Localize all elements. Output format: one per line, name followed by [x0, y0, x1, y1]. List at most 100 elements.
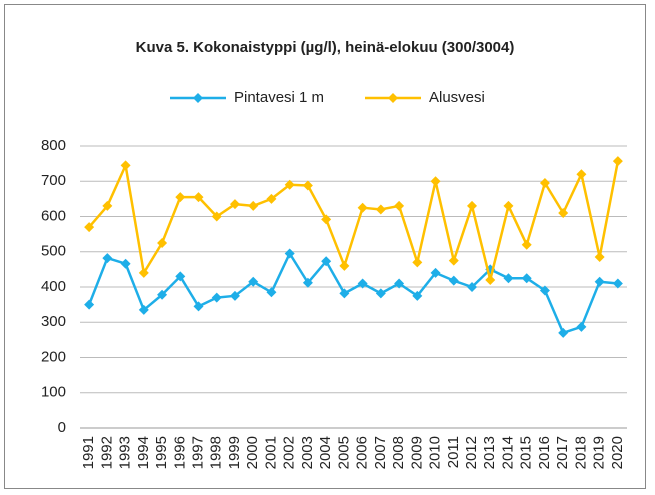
y-tick-label: 0: [58, 419, 66, 436]
point-marker: [448, 275, 459, 286]
point-marker: [430, 267, 441, 278]
point-marker: [485, 274, 496, 285]
point-marker: [157, 237, 168, 248]
legend-label: Alusvesi: [429, 89, 485, 106]
point-marker: [284, 248, 295, 259]
y-tick-label: 400: [41, 278, 66, 295]
point-marker: [521, 239, 532, 250]
x-tick-label: 2020: [609, 436, 626, 469]
point-marker: [539, 178, 550, 189]
x-tick-label: 2010: [427, 436, 444, 469]
point-marker: [84, 222, 95, 233]
y-tick-label: 200: [41, 348, 66, 365]
point-marker: [394, 278, 405, 289]
x-tick-label: 2000: [244, 436, 261, 469]
point-marker: [266, 193, 277, 204]
legend-marker: [388, 93, 398, 103]
point-marker: [503, 200, 514, 211]
x-tick-label: 2003: [299, 436, 316, 469]
point-marker: [448, 255, 459, 266]
point-marker: [120, 160, 131, 171]
x-tick-label: 2018: [572, 436, 589, 469]
x-tick-label: 1998: [208, 436, 225, 469]
point-marker: [339, 260, 350, 271]
point-marker: [175, 271, 186, 282]
x-tick-label: 1997: [189, 436, 206, 469]
x-tick-label: 2015: [518, 436, 535, 469]
chart-title: Kuva 5. Kokonaistyppi (µg/l), heinä-elok…: [136, 39, 515, 56]
point-marker: [84, 299, 95, 310]
x-tick-label: 1996: [171, 436, 188, 469]
y-tick-label: 600: [41, 207, 66, 224]
point-marker: [138, 267, 149, 278]
point-marker: [321, 214, 332, 225]
point-marker: [248, 200, 259, 211]
x-tick-label: 2007: [372, 436, 389, 469]
point-marker: [248, 276, 259, 287]
point-marker: [594, 252, 605, 263]
x-tick-label: 1995: [153, 436, 170, 469]
point-marker: [229, 290, 240, 301]
x-tick-label: 2011: [445, 436, 462, 468]
chart-border: [4, 4, 646, 489]
x-tick-label: 1999: [226, 436, 243, 469]
point-marker: [229, 199, 240, 210]
x-tick-label: 1994: [135, 436, 152, 469]
point-marker: [375, 204, 386, 215]
series-line: [88, 160, 620, 282]
legend-marker: [193, 93, 203, 103]
point-marker: [357, 202, 368, 213]
point-marker: [321, 256, 332, 267]
point-marker: [211, 211, 222, 222]
point-marker: [157, 289, 168, 300]
point-marker: [467, 200, 478, 211]
x-tick-label: 2013: [481, 436, 498, 469]
series-line: [87, 252, 619, 335]
point-marker: [412, 257, 423, 268]
y-tick-label: 100: [41, 384, 66, 401]
x-tick-label: 2012: [463, 436, 480, 469]
point-marker: [467, 282, 478, 292]
y-tick-label: 300: [41, 313, 66, 330]
point-marker: [357, 278, 368, 289]
x-tick-label: 2006: [354, 436, 371, 469]
point-marker: [430, 176, 441, 187]
x-tick-label: 2014: [499, 436, 516, 469]
point-marker: [576, 169, 587, 180]
point-marker: [558, 327, 569, 338]
point-marker: [539, 285, 550, 296]
point-marker: [521, 273, 532, 284]
y-tick-label: 700: [41, 172, 66, 189]
point-marker: [193, 301, 204, 312]
point-marker: [612, 278, 623, 289]
y-tick-label: 800: [41, 137, 66, 154]
point-marker: [576, 321, 587, 332]
x-tick-label: 2005: [335, 436, 352, 469]
point-marker: [284, 179, 295, 190]
x-tick-label: 2001: [262, 436, 279, 469]
x-tick-label: 2002: [281, 436, 298, 469]
legend-label: Pintavesi 1 m: [234, 89, 324, 106]
x-tick-label: 2004: [317, 436, 334, 469]
x-tick-label: 2008: [390, 436, 407, 469]
point-marker: [503, 273, 514, 284]
point-marker: [375, 288, 386, 299]
point-marker: [175, 192, 186, 203]
x-tick-label: 2016: [536, 436, 553, 469]
x-tick-label: 2019: [591, 436, 608, 469]
point-marker: [412, 290, 423, 301]
x-tick-label: 1993: [117, 436, 134, 469]
x-tick-label: 2009: [408, 436, 425, 469]
point-marker: [302, 180, 313, 191]
x-tick-label: 1991: [80, 436, 97, 469]
point-marker: [339, 288, 350, 299]
point-marker: [558, 207, 569, 218]
point-marker: [193, 192, 204, 203]
x-tick-label: 1992: [98, 436, 115, 469]
y-tick-label: 500: [41, 243, 66, 260]
point-marker: [120, 258, 131, 269]
point-marker: [612, 156, 623, 167]
point-marker: [266, 287, 277, 298]
point-marker: [102, 200, 113, 211]
